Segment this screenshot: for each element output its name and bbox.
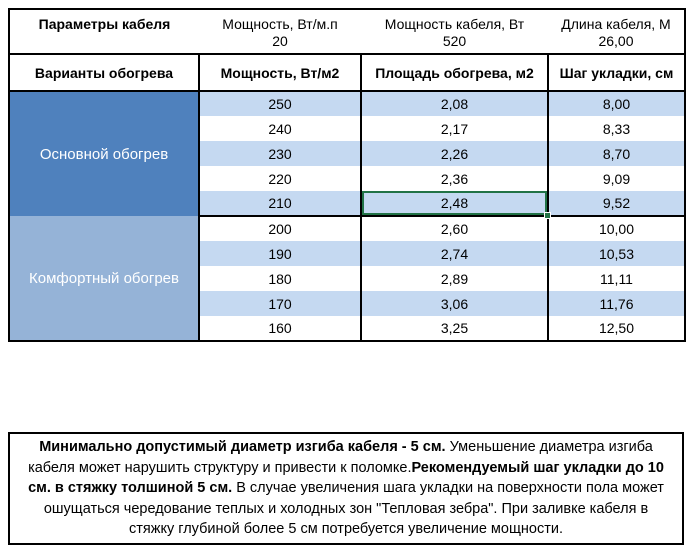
- cell-power[interactable]: 180: [198, 266, 362, 291]
- cell-step[interactable]: 8,00: [547, 91, 686, 116]
- param-value-cable-power[interactable]: 520: [442, 33, 467, 49]
- cell-area[interactable]: 2,74: [360, 241, 549, 266]
- cell-step[interactable]: 10,53: [547, 241, 686, 266]
- cable-tables: Параметры кабеля Мощность, Вт/м.п Мощнос…: [8, 8, 686, 342]
- cell-area[interactable]: 3,25: [360, 316, 549, 341]
- group-label-main[interactable]: Основной обогрев: [9, 91, 200, 216]
- cell-power[interactable]: 220: [198, 166, 362, 191]
- cell-step[interactable]: 9,52: [547, 191, 686, 216]
- param-label-power-per-m[interactable]: Мощность, Вт/м.п: [222, 15, 338, 32]
- cell-power[interactable]: 250: [198, 91, 362, 116]
- header-step[interactable]: Шаг укладки, см: [547, 53, 686, 92]
- cell-area[interactable]: 2,26: [360, 141, 549, 166]
- table-row: 170 3,06 11,76: [9, 291, 686, 316]
- note-segment: Уменьшение диаметра изгиба кабеля может …: [28, 439, 653, 476]
- cell-power[interactable]: 210: [198, 191, 362, 216]
- header-power[interactable]: Мощность, Вт/м2: [198, 53, 362, 92]
- table-row: Комфортный обогрев 200 2,60 10,00: [9, 215, 686, 341]
- heating-options-table: Варианты обогрева Мощность, Вт/м2 Площад…: [8, 53, 686, 342]
- param-label-cable-power[interactable]: Мощность кабеля, Вт: [384, 15, 525, 32]
- table-row: 230 2,26 8,70: [9, 141, 686, 166]
- param-value-power-per-m[interactable]: 20: [272, 33, 288, 49]
- cable-note-text: Минимально допустимый диаметр изгиба каб…: [8, 432, 684, 545]
- cell-power[interactable]: 240: [198, 116, 362, 141]
- param-label-cable-length[interactable]: Длина кабеля, М: [561, 15, 671, 32]
- cell-area[interactable]: 2,17: [360, 116, 549, 141]
- cell-step[interactable]: 12,50: [547, 316, 686, 341]
- note-segment: В случае увеличения шага укладки на пове…: [43, 480, 664, 537]
- note-segment-bold: Минимально допустимый диаметр изгиба каб…: [39, 439, 446, 455]
- params-label-row: Параметры кабеля Мощность, Вт/м.п Мощнос…: [9, 9, 685, 33]
- cell-area[interactable]: 2,89: [360, 266, 549, 291]
- cell-area[interactable]: 2,08: [360, 91, 549, 116]
- table-row: 240 2,17 8,33: [9, 116, 686, 141]
- selected-cell[interactable]: 2,48: [360, 191, 551, 219]
- params-empty-cell[interactable]: [9, 33, 199, 53]
- cell-step[interactable]: 8,33: [547, 116, 686, 141]
- header-area[interactable]: Площадь обогрева, м2: [360, 53, 549, 92]
- cell-power[interactable]: 230: [198, 141, 362, 166]
- note-segment-bold: Рекомендуемый шаг укладки до 10 см. в ст…: [28, 459, 664, 497]
- cell-step[interactable]: 11,76: [547, 291, 686, 316]
- cell-step[interactable]: 8,70: [547, 141, 686, 166]
- params-value-row: 20 520 26,00: [9, 33, 685, 53]
- cell-area[interactable]: 2,36: [360, 166, 549, 191]
- cable-params-table: Параметры кабеля Мощность, Вт/м.п Мощнос…: [8, 8, 686, 53]
- cell-step[interactable]: 11,11: [547, 266, 686, 291]
- table-row: 220 2,36 9,09: [9, 166, 686, 191]
- heating-header-row: Варианты обогрева Мощность, Вт/м2 Площад…: [8, 53, 686, 92]
- table-row: 180 2,89 11,11: [9, 266, 686, 291]
- table-row: 160 3,25 12,50: [9, 316, 686, 341]
- group-label-comfort[interactable]: Комфортный обогрев: [9, 216, 200, 341]
- cell-power[interactable]: 170: [198, 291, 362, 316]
- selection-border: [362, 191, 547, 215]
- cell-power[interactable]: 160: [198, 316, 362, 341]
- params-title-cell[interactable]: Параметры кабеля: [38, 15, 171, 32]
- cell-step[interactable]: 9,09: [547, 166, 686, 191]
- table-row: Основной обогрев 250 2,08 8,00: [9, 91, 686, 216]
- header-heating-options[interactable]: Варианты обогрева: [8, 53, 200, 92]
- table-row: 190 2,74 10,53: [9, 241, 686, 266]
- cell-area[interactable]: 2,60: [360, 215, 549, 241]
- cell-step[interactable]: 10,00: [547, 215, 686, 241]
- cell-power[interactable]: 190: [198, 241, 362, 266]
- fill-handle[interactable]: [544, 212, 551, 219]
- cell-area[interactable]: 3,06: [360, 291, 549, 316]
- cell-power[interactable]: 200: [198, 215, 362, 241]
- param-value-cable-length[interactable]: 26,00: [598, 33, 634, 49]
